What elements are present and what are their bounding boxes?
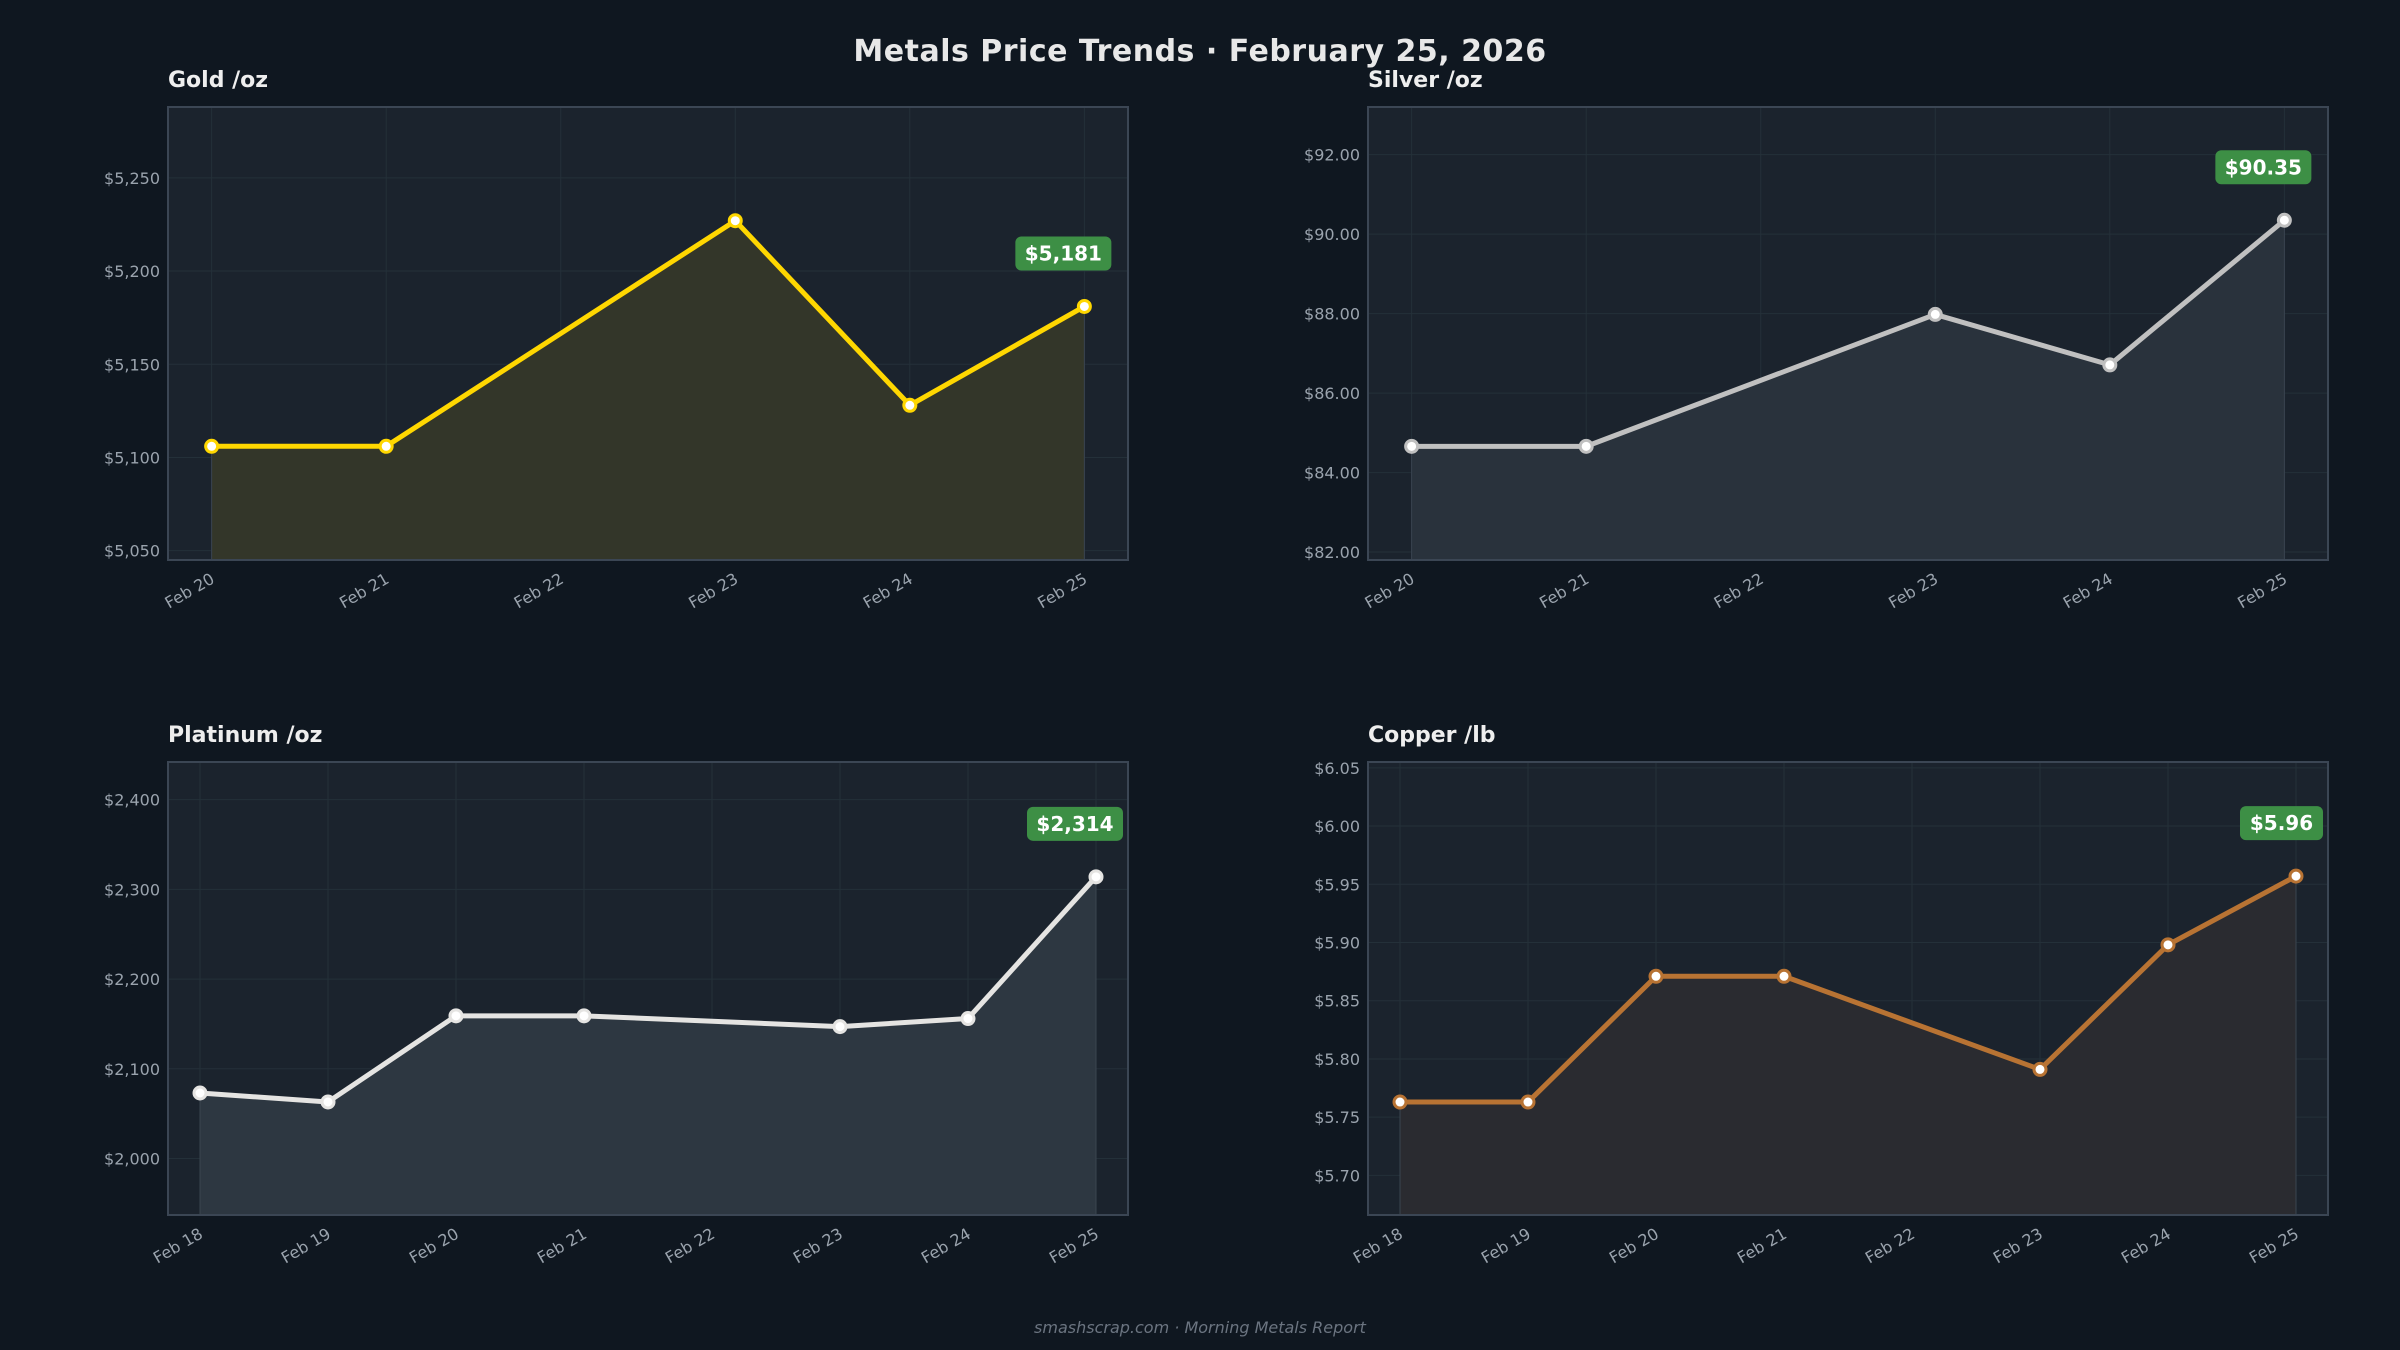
x-tick-label: Feb 22 xyxy=(511,569,567,612)
x-tick-label: Feb 19 xyxy=(278,1224,334,1267)
latest-price-badge xyxy=(1015,236,1112,271)
data-point xyxy=(448,1008,464,1024)
y-tick-label: $2,400 xyxy=(104,791,160,810)
y-tick-label: $5.70 xyxy=(1314,1166,1360,1185)
y-tick-label: $6.00 xyxy=(1314,817,1360,836)
data-point xyxy=(2276,212,2292,228)
data-point xyxy=(960,1011,976,1027)
y-tick-label: $5.75 xyxy=(1314,1108,1360,1127)
y-tick-label: $5.80 xyxy=(1314,1050,1360,1069)
y-tick-label: $5.95 xyxy=(1314,875,1360,894)
data-point xyxy=(1520,1094,1536,1110)
latest-price-label: $5,181 xyxy=(1025,241,1102,265)
x-tick-label: Feb 23 xyxy=(790,1224,846,1267)
data-point xyxy=(1776,968,1792,984)
x-tick-label: Feb 21 xyxy=(336,569,392,612)
data-point xyxy=(832,1019,848,1035)
data-point xyxy=(902,397,918,413)
chart-panel: Gold /oz $5,050 $5,100 $5,150 $5,200 $5,250 Fe… xyxy=(104,68,1129,612)
data-point xyxy=(320,1094,336,1110)
x-tick-label: Feb 22 xyxy=(662,1224,718,1267)
x-tick-label: Feb 24 xyxy=(2118,1224,2174,1267)
data-point xyxy=(1076,298,1092,314)
plot-frame xyxy=(1367,761,2329,1216)
data-point xyxy=(192,1085,208,1101)
y-tick-label: $5,200 xyxy=(104,262,160,281)
panel-title: Copper /lb xyxy=(1368,723,1496,748)
x-tick-label: Feb 20 xyxy=(406,1224,462,1267)
x-tick-label: Feb 24 xyxy=(918,1224,974,1267)
x-tick-label: Feb 25 xyxy=(1046,1224,1102,1267)
y-tick-label: $2,100 xyxy=(104,1060,160,1079)
data-point xyxy=(1648,968,1664,984)
panel-title: Gold /oz xyxy=(168,68,268,93)
x-tick-label: Feb 21 xyxy=(1734,1224,1790,1267)
plot-frame xyxy=(167,106,1129,561)
y-tick-label: $2,000 xyxy=(104,1149,160,1168)
data-point xyxy=(1392,1094,1408,1110)
y-tick-label: $5,250 xyxy=(104,169,160,188)
x-tick-label: Feb 24 xyxy=(860,569,916,612)
data-point xyxy=(378,438,394,454)
y-tick-label: $88.00 xyxy=(1304,305,1360,324)
x-tick-label: Feb 21 xyxy=(534,1224,590,1267)
latest-price-badge xyxy=(1027,806,1123,841)
x-tick-label: Feb 24 xyxy=(2060,569,2116,612)
x-tick-label: Feb 25 xyxy=(1034,569,1090,612)
y-tick-label: $6.05 xyxy=(1314,759,1360,778)
data-point xyxy=(204,438,220,454)
data-point xyxy=(2160,937,2176,953)
latest-price-label: $5.96 xyxy=(2250,811,2313,835)
data-point xyxy=(2102,357,2118,373)
y-tick-label: $2,300 xyxy=(104,880,160,899)
y-tick-label: $5,100 xyxy=(104,448,160,467)
data-point xyxy=(2032,1061,2048,1077)
data-point xyxy=(1404,438,1420,454)
x-tick-label: Feb 25 xyxy=(2234,569,2290,612)
x-tick-label: Feb 20 xyxy=(1362,569,1418,612)
y-tick-label: $92.00 xyxy=(1304,146,1360,165)
panel-title: Platinum /oz xyxy=(168,723,322,748)
panel-title: Silver /oz xyxy=(1368,68,1483,93)
data-point xyxy=(1578,438,1594,454)
x-tick-label: Feb 20 xyxy=(1606,1224,1662,1267)
x-tick-label: Feb 22 xyxy=(1711,569,1767,612)
y-tick-label: $5.85 xyxy=(1314,992,1360,1011)
x-tick-label: Feb 21 xyxy=(1536,569,1592,612)
data-point xyxy=(576,1008,592,1024)
latest-price-label: $90.35 xyxy=(2225,155,2302,179)
x-tick-label: Feb 23 xyxy=(685,569,741,612)
plot-frame xyxy=(1367,106,2329,561)
x-tick-label: Feb 18 xyxy=(150,1224,206,1267)
data-point xyxy=(1088,869,1104,885)
x-tick-label: Feb 20 xyxy=(162,569,218,612)
y-tick-label: $84.00 xyxy=(1304,464,1360,483)
x-tick-label: Feb 18 xyxy=(1350,1224,1406,1267)
y-tick-label: $82.00 xyxy=(1304,543,1360,562)
latest-price-label: $2,314 xyxy=(1036,812,1113,836)
main-title: Metals Price Trends · February 25, 2026 xyxy=(853,34,1547,69)
y-tick-label: $5,050 xyxy=(104,542,160,561)
x-tick-label: Feb 23 xyxy=(1990,1224,2046,1267)
x-tick-label: Feb 22 xyxy=(1862,1224,1918,1267)
latest-price-badge xyxy=(2215,150,2312,185)
y-tick-label: $5.90 xyxy=(1314,934,1360,953)
chart-panel: Platinum /oz $2,000 $2,100 $2,200 $2,300 $2,4… xyxy=(104,723,1129,1267)
x-tick-label: Feb 19 xyxy=(1478,1224,1534,1267)
chart-panel: Copper /lb $5.70 $5.75 $5.80 $5.85 $5.90 $5.95… xyxy=(1314,723,2329,1267)
data-point xyxy=(2288,868,2304,884)
y-tick-label: $90.00 xyxy=(1304,225,1360,244)
y-tick-label: $2,200 xyxy=(104,970,160,989)
footer-credit: smashscrap.com · Morning Metals Report xyxy=(1034,1318,1366,1337)
x-tick-label: Feb 25 xyxy=(2246,1224,2302,1267)
data-point xyxy=(1927,306,1943,322)
chart-panel: Silver /oz $82.00 $84.00 $86.00 $88.00 $90.00… xyxy=(1304,68,2329,612)
plot-frame xyxy=(167,761,1129,1216)
x-tick-label: Feb 23 xyxy=(1885,569,1941,612)
y-tick-label: $86.00 xyxy=(1304,384,1360,403)
latest-price-badge xyxy=(2240,806,2323,841)
y-tick-label: $5,150 xyxy=(104,355,160,374)
data-point xyxy=(727,213,743,229)
